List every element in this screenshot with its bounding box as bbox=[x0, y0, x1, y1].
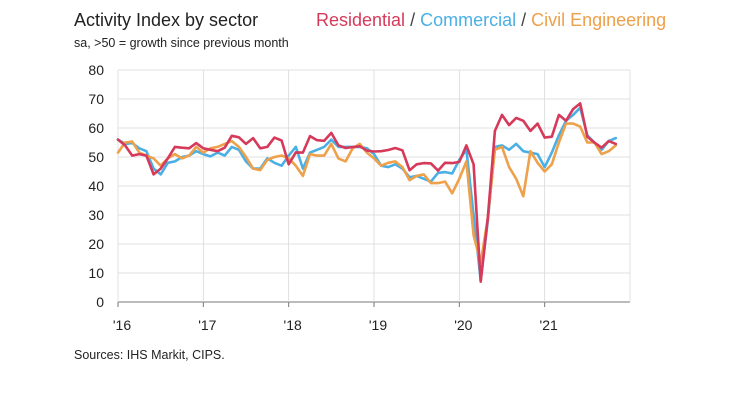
x-tick-label: '18 bbox=[284, 317, 302, 333]
x-tick-label: '17 bbox=[198, 317, 216, 333]
grid bbox=[117, 69, 631, 303]
x-tick-label: '16 bbox=[113, 317, 131, 333]
source-note: Sources: IHS Markit, CIPS. bbox=[74, 348, 225, 362]
y-axis-ticks: 0 10 20 30 40 50 60 70 80 bbox=[88, 62, 104, 310]
y-tick-label: 30 bbox=[88, 207, 104, 223]
series-line-residential bbox=[116, 102, 618, 284]
series-lines bbox=[116, 102, 618, 284]
legend-entry-residential: Residential bbox=[316, 10, 406, 30]
chart-subtitle: sa, >50 = growth since previous month bbox=[74, 36, 289, 50]
y-tick-label: 50 bbox=[88, 149, 104, 165]
y-tick-label: 40 bbox=[88, 178, 104, 194]
y-tick-label: 20 bbox=[88, 236, 104, 252]
x-tick-label: '20 bbox=[454, 317, 472, 333]
y-tick-label: 80 bbox=[88, 62, 104, 78]
series-line-civil-engineering bbox=[116, 122, 618, 265]
x-tick-label: '19 bbox=[369, 317, 387, 333]
legend-separator: / bbox=[516, 10, 532, 30]
legend-entry-civil-engineering: Civil Engineering bbox=[531, 10, 667, 30]
y-tick-label: 10 bbox=[88, 265, 104, 281]
series-line-commercial bbox=[116, 106, 618, 282]
chart-title: Activity Index by sector bbox=[74, 10, 259, 30]
y-tick-label: 60 bbox=[88, 120, 104, 136]
legend-separator: / bbox=[405, 10, 421, 30]
legend: Residential / Commercial / Civil Enginee… bbox=[316, 10, 666, 31]
legend-entry-commercial: Commercial bbox=[420, 10, 517, 30]
x-axis-ticks: '16 '17 '18 '19 '20 '21 bbox=[113, 302, 558, 333]
y-tick-label: 70 bbox=[88, 91, 104, 107]
x-tick-label: '21 bbox=[540, 317, 558, 333]
y-tick-label: 0 bbox=[96, 294, 104, 310]
